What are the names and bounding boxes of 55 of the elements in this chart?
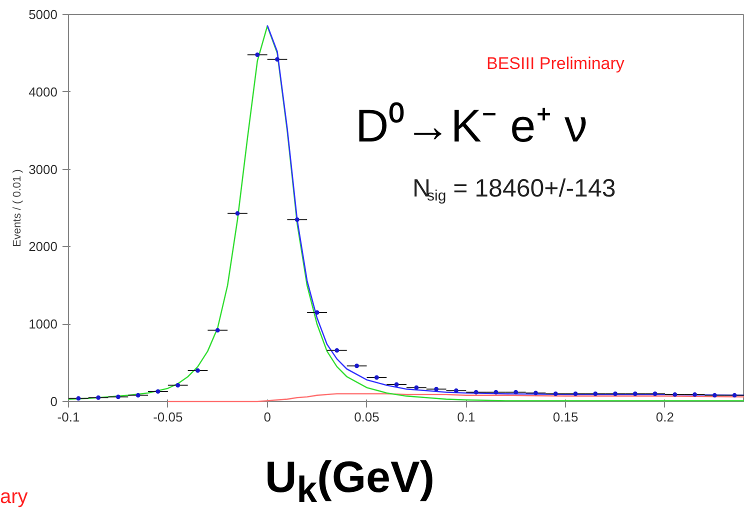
- x-tick-label: 0.15: [552, 410, 578, 424]
- point: [692, 392, 698, 397]
- annotation: BESIII Preliminary: [486, 54, 625, 73]
- point: [494, 390, 498, 394]
- x-tick-label: 0: [264, 410, 271, 424]
- point: [593, 392, 598, 396]
- point: [434, 386, 439, 392]
- point: [156, 389, 160, 394]
- point: [275, 57, 280, 62]
- y-tick-label: 1000: [28, 316, 58, 332]
- y-axis-title: Events / ( 0.01 ): [12, 169, 24, 247]
- point: [454, 388, 458, 393]
- line-series: [266, 24, 744, 396]
- point: [672, 392, 678, 397]
- line-series: [167, 393, 744, 402]
- point: [334, 348, 340, 353]
- point: [235, 211, 240, 216]
- text: D⁰→K⁻ e⁺ ν: [356, 100, 588, 152]
- point: [533, 390, 538, 396]
- point: [294, 217, 300, 222]
- point: [732, 393, 737, 398]
- point: [474, 390, 478, 394]
- point: [195, 368, 200, 373]
- x-tick-label: 0.1: [457, 410, 476, 424]
- point: [632, 392, 638, 396]
- point: [96, 395, 101, 400]
- point: [255, 52, 260, 57]
- x-tick-label: -0.1: [57, 410, 80, 424]
- point: [613, 392, 618, 396]
- point: [394, 382, 399, 387]
- point: [76, 396, 81, 401]
- point: [215, 328, 220, 333]
- y-tick-label: 2000: [28, 239, 58, 254]
- point: [652, 392, 658, 396]
- point: [136, 393, 140, 398]
- point: [314, 310, 320, 315]
- x-tick-label: 0.05: [354, 410, 380, 424]
- x-axis-title: U$_{k}$(GeV): [265, 452, 435, 509]
- y-tick-label: 5000: [28, 7, 58, 22]
- point: [374, 375, 379, 380]
- y-tick-label: 3000: [28, 162, 58, 177]
- point: [116, 394, 120, 400]
- point: [176, 383, 180, 388]
- point: [514, 390, 518, 394]
- x-tick-label: -0.05: [153, 410, 183, 424]
- point: [712, 393, 717, 398]
- y-tick-label: 4000: [28, 84, 58, 100]
- point: [354, 364, 360, 368]
- point: [553, 392, 558, 396]
- y-tick-label: 0: [50, 394, 58, 409]
- text: ary: [0, 485, 28, 509]
- line-series: [68, 25, 744, 402]
- point: [414, 385, 419, 390]
- point: [573, 392, 578, 396]
- x-tick-label: 0.2: [656, 410, 674, 424]
